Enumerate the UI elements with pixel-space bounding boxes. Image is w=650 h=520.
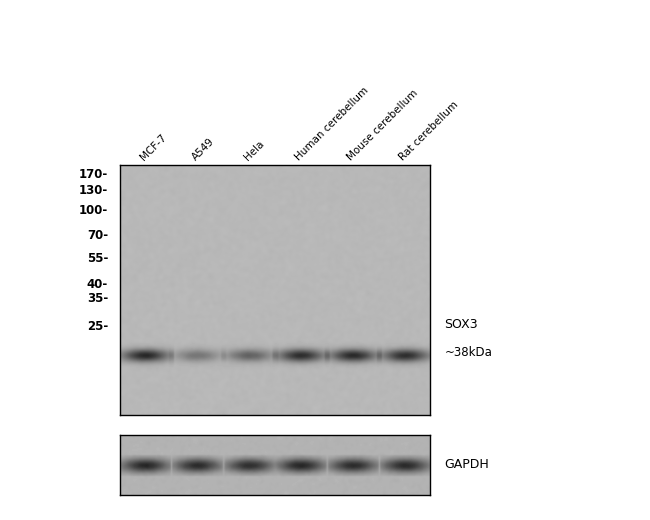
Text: ~38kDa: ~38kDa: [445, 346, 493, 359]
Text: 35-: 35-: [86, 292, 108, 305]
Text: Human cerebellum: Human cerebellum: [294, 85, 371, 162]
Text: 70-: 70-: [87, 229, 108, 242]
Text: 170-: 170-: [79, 168, 108, 181]
Text: Rat cerebellum: Rat cerebellum: [397, 99, 460, 162]
Text: 25-: 25-: [86, 320, 108, 333]
Text: 100-: 100-: [79, 203, 108, 216]
Text: 55-: 55-: [86, 252, 108, 265]
Text: SOX3: SOX3: [445, 318, 478, 332]
Text: 40-: 40-: [86, 279, 108, 292]
Text: Hela: Hela: [242, 139, 266, 162]
Text: GAPDH: GAPDH: [445, 459, 489, 472]
Text: A549: A549: [190, 136, 216, 162]
Text: 130-: 130-: [79, 185, 108, 198]
Text: Mouse cerebellum: Mouse cerebellum: [345, 88, 420, 162]
Text: MCF-7: MCF-7: [138, 133, 169, 162]
